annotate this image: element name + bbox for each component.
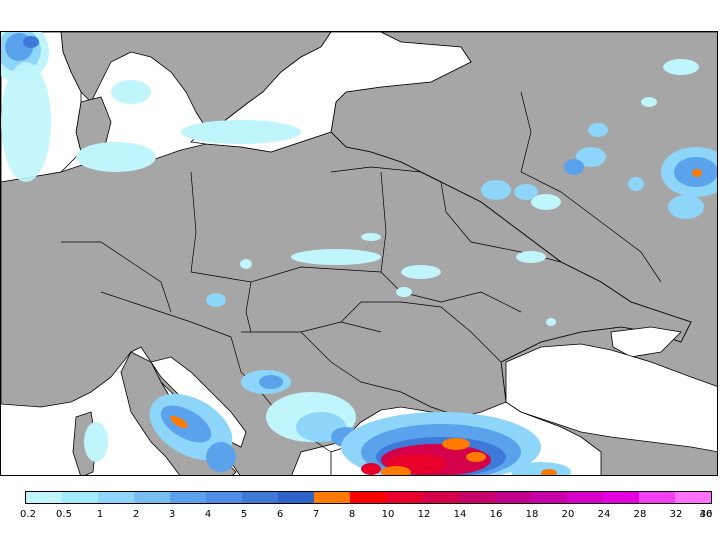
precipitation-legend [25, 491, 712, 504]
black-sea [505, 343, 717, 453]
legend-swatch [386, 492, 423, 503]
legend-swatch [350, 492, 387, 503]
legend-swatch [134, 492, 171, 503]
legend-swatch [566, 492, 603, 503]
legend-swatch [422, 492, 459, 503]
crimea-land [610, 326, 682, 358]
legend-swatch [98, 492, 135, 503]
legend-swatch [674, 492, 711, 503]
legend-tick-label: 14 [453, 509, 467, 520]
legend-swatch [530, 492, 567, 503]
legend-swatch [26, 492, 63, 503]
legend-swatch [278, 492, 315, 503]
legend-tick-label: 36 [699, 509, 713, 520]
legend-tick-label: 0.5 [56, 509, 72, 520]
legend-tick-label: 4 [204, 509, 212, 520]
legend-tick-label: 7 [312, 509, 320, 520]
precipitation-layer [1, 32, 717, 475]
legend-tick-label: 12 [417, 509, 431, 520]
legend-tick-label: 18 [525, 509, 539, 520]
legend-tick-label: 5 [240, 509, 248, 520]
legend-labels: 0.2 0.5 1 2 3 4 5 6 7 8 10 12 14 16 18 20 24 28 32 36 40 [0, 509, 720, 525]
legend-tick-label: 10 [381, 509, 395, 520]
legend-tick-label: 28 [633, 509, 647, 520]
precipitation-map [0, 31, 718, 476]
legend-tick-label: 3 [168, 509, 176, 520]
map-canvas [1, 32, 717, 475]
legend-tick-label: 2 [132, 509, 140, 520]
legend-swatch [602, 492, 639, 503]
legend-swatch [314, 492, 351, 503]
legend-tick-label: 0.2 [20, 509, 36, 520]
legend-swatch [62, 492, 99, 503]
legend-swatch [170, 492, 207, 503]
legend-swatch [206, 492, 243, 503]
legend-tick-label: 20 [561, 509, 575, 520]
legend-swatch [638, 492, 675, 503]
legend-tick-label: 40 [699, 509, 713, 520]
legend-tick-label: 8 [348, 509, 356, 520]
legend-tick-label: 16 [489, 509, 503, 520]
legend-swatch [458, 492, 495, 503]
legend-tick-label: 6 [276, 509, 284, 520]
legend-tick-label: 32 [669, 509, 683, 520]
legend-swatch [242, 492, 279, 503]
legend-tick-label: 24 [597, 509, 611, 520]
legend-swatch [494, 492, 531, 503]
legend-tick-label: 1 [96, 509, 104, 520]
